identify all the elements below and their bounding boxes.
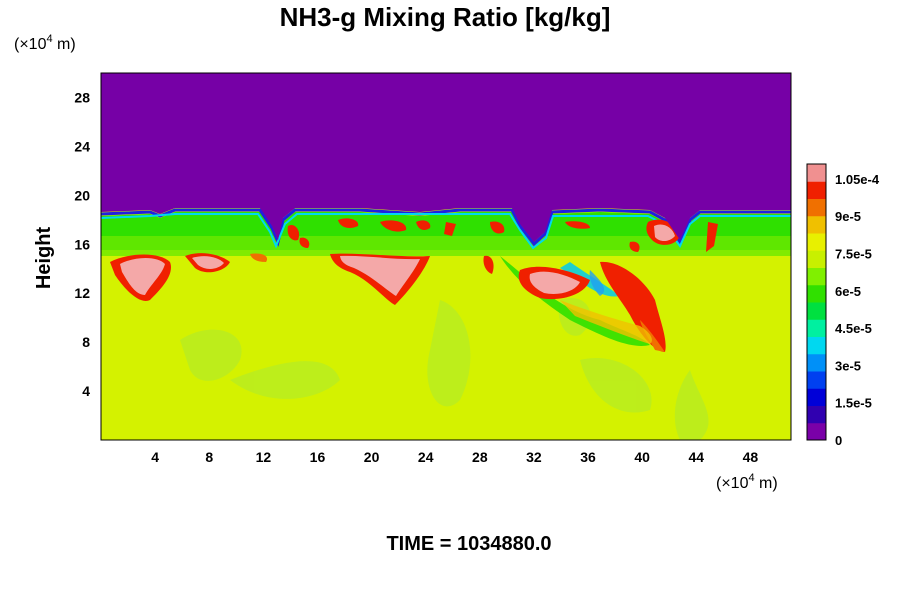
y-tick-label: 24 — [74, 138, 90, 154]
colorbar-label: 6e-5 — [835, 284, 861, 299]
colorbar-block — [807, 302, 826, 320]
y-tick-label: 28 — [74, 89, 90, 105]
colorbar-label: 9e-5 — [835, 209, 861, 224]
colorbar-block — [807, 164, 826, 182]
x-tick-label: 8 — [205, 449, 213, 465]
colorbar-blocks — [807, 164, 826, 441]
colorbar-label: 1.5e-5 — [835, 396, 872, 411]
chart-title: NH3-g Mixing Ratio [kg/kg] — [280, 2, 611, 32]
colorbar-block — [807, 267, 826, 286]
colorbar-label: 0 — [835, 433, 842, 448]
colorbar-block — [807, 250, 826, 268]
x-tick-label: 4 — [151, 449, 159, 465]
colorbar-block — [807, 336, 826, 355]
colorbar-block — [807, 198, 826, 217]
plot-area — [100, 72, 792, 441]
plot-frame — [100, 72, 792, 441]
time-label: TIME = 1034880.0 — [386, 533, 551, 555]
x-tick-label: 16 — [310, 449, 326, 465]
x-tick-label: 36 — [580, 449, 596, 465]
y-tick-label: 4 — [82, 383, 90, 399]
colorbar-label: 7.5e-5 — [835, 247, 872, 262]
y-axis-title: Height — [33, 227, 55, 290]
x-axis-ticks: 4 8 12 16 20 24 28 32 36 40 44 48 — [151, 449, 758, 465]
colorbar-block — [807, 388, 826, 406]
high-concentration-regions — [110, 218, 718, 352]
colorbar-label: 3e-5 — [835, 358, 861, 373]
x-tick-label: 40 — [634, 449, 650, 465]
upper-layer — [101, 73, 791, 242]
colorbar-frame — [806, 163, 827, 441]
x-tick-label: 24 — [418, 449, 434, 465]
x-axis-unit-label: (×104 m) — [716, 472, 778, 492]
y-tick-label: 8 — [82, 334, 90, 350]
y-tick-label: 12 — [74, 285, 90, 301]
colorbar-labels: 0 1.5e-5 3e-5 4.5e-5 6e-5 7.5e-5 9e-5 1.05e-4 — [835, 172, 880, 448]
x-tick-label: 20 — [364, 449, 380, 465]
y-axis-ticks: 4 8 12 16 20 24 28 — [74, 89, 90, 399]
colorbar-block — [807, 422, 826, 441]
colorbar-block — [807, 405, 826, 424]
colorbar-block — [807, 371, 826, 389]
colorbar-block — [807, 284, 826, 303]
x-tick-label: 48 — [743, 449, 759, 465]
x-tick-label: 32 — [526, 449, 542, 465]
y-axis-unit-label: (×104 m) — [14, 33, 76, 53]
colorbar-label: 1.05e-4 — [835, 172, 880, 187]
colorbar: 0 1.5e-5 3e-5 4.5e-5 6e-5 7.5e-5 9e-5 1.05e-4 — [806, 163, 880, 448]
y-tick-label: 20 — [74, 187, 90, 203]
colorbar-block — [807, 319, 826, 337]
colorbar-label: 4.5e-5 — [835, 321, 872, 336]
x-tick-label: 28 — [472, 449, 488, 465]
colorbar-block — [807, 353, 826, 372]
x-tick-label: 12 — [256, 449, 272, 465]
colorbar-block — [807, 233, 826, 251]
colorbar-block — [807, 181, 826, 199]
x-tick-label: 44 — [689, 449, 705, 465]
colorbar-block — [807, 215, 826, 234]
y-tick-label: 16 — [74, 236, 90, 252]
